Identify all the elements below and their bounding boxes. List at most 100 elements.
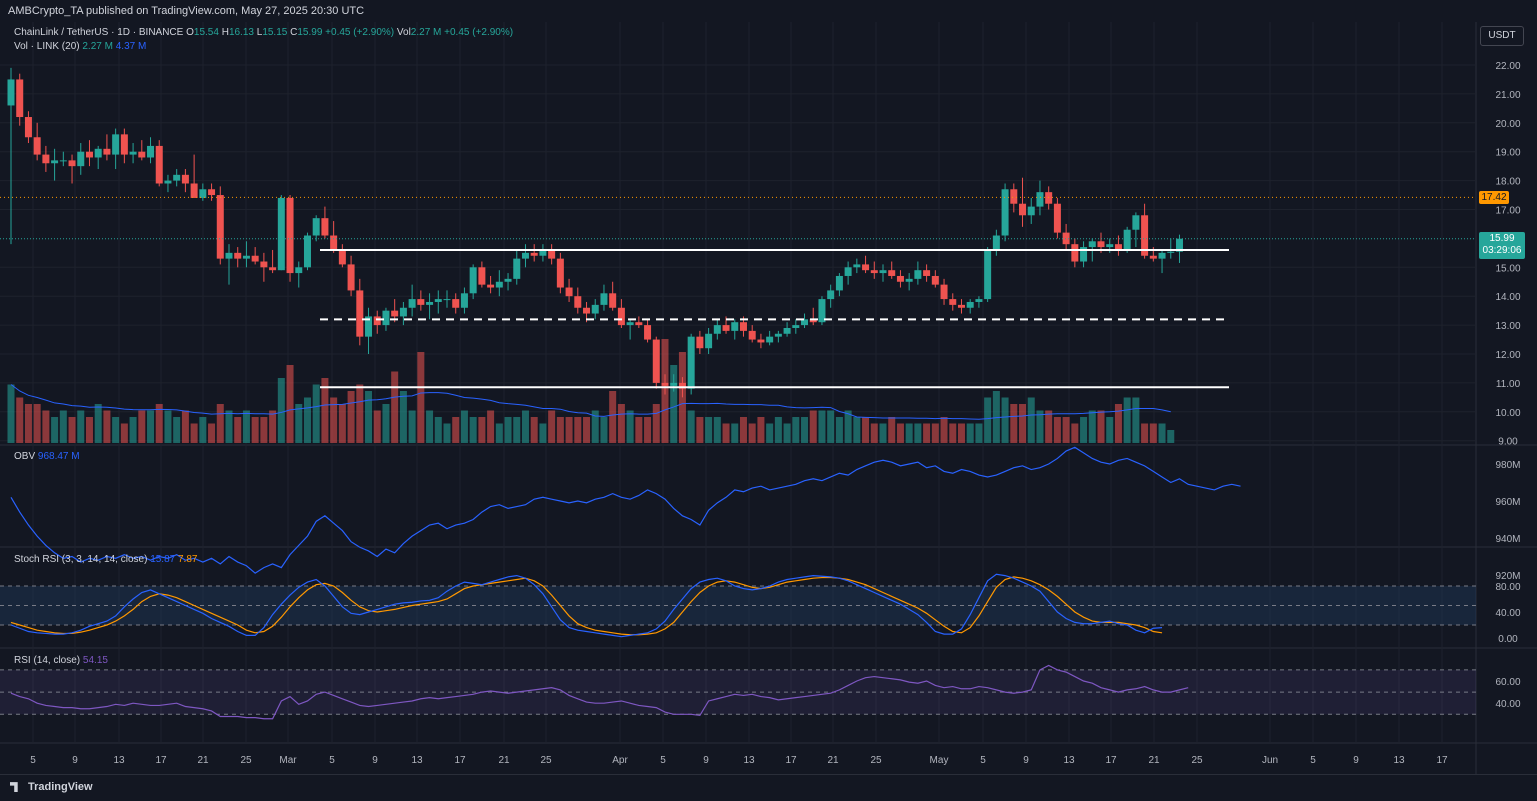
- candle-body: [879, 270, 887, 274]
- candle-body: [391, 310, 399, 317]
- candle-body: [469, 267, 477, 294]
- candle-body: [7, 79, 15, 106]
- candle-body: [818, 299, 826, 323]
- candle-body: [460, 293, 468, 308]
- currency-button[interactable]: USDT: [1480, 26, 1524, 46]
- candle-body: [844, 267, 852, 276]
- legend-rsi: RSI (14, close) 54.15: [14, 655, 108, 666]
- time-axis-label: May: [930, 755, 949, 766]
- volume-bar: [295, 404, 303, 443]
- volume-bar: [992, 391, 1000, 443]
- candle-body: [923, 270, 931, 276]
- price-axis-label: 18.00: [1495, 177, 1520, 188]
- tradingview-logo[interactable]: TradingView: [10, 781, 93, 793]
- stoch-d-value: 7.87: [178, 554, 198, 565]
- volume-bar: [713, 417, 721, 443]
- volume-bar: [24, 404, 32, 443]
- volume-bar: [1045, 410, 1053, 443]
- price-axis-label: 20.00: [1495, 119, 1520, 130]
- candle-body: [495, 281, 503, 288]
- legend-volume: Vol · LINK (20) 2.27 M 4.37 M: [14, 41, 146, 52]
- volume-bar: [68, 417, 76, 443]
- volume-bar: [443, 423, 451, 443]
- time-axis-label: 9: [1353, 755, 1359, 766]
- candle-body: [199, 189, 207, 198]
- volume-bar: [199, 417, 207, 443]
- candle-body: [1036, 192, 1044, 207]
- obv-label[interactable]: OBV: [14, 451, 36, 462]
- volume-bar: [652, 404, 660, 443]
- publisher-bar: AMBCrypto_TA published on TradingView.co…: [0, 0, 1537, 22]
- price-axis-label: 17.00: [1495, 206, 1520, 217]
- candle-body: [949, 299, 957, 305]
- candle-body: [940, 284, 948, 300]
- rsi-label[interactable]: RSI (14, close): [14, 655, 81, 666]
- volume-bar: [687, 410, 695, 443]
- time-axis-label: 21: [197, 755, 209, 766]
- volume-bar: [548, 410, 556, 443]
- volume-bar: [365, 391, 373, 443]
- time-axis-label: 13: [1063, 755, 1075, 766]
- volume-bar: [434, 417, 442, 443]
- volume-bar: [164, 410, 172, 443]
- volume-bar: [957, 423, 965, 443]
- volume-bar: [330, 397, 338, 443]
- stoch-rsi-label[interactable]: Stoch RSI (3, 3, 14, 14, close): [14, 554, 148, 565]
- candle-body: [591, 304, 599, 314]
- volume-bar: [51, 417, 59, 443]
- volume-bar: [1027, 397, 1035, 443]
- volume-bar: [7, 384, 15, 443]
- change-value: +0.45 (+2.90%): [325, 27, 395, 38]
- candle-body: [94, 148, 102, 158]
- volume-bar: [835, 417, 843, 443]
- volume-bar: [757, 417, 765, 443]
- candle-body: [539, 249, 547, 256]
- volume-bar: [530, 417, 538, 443]
- volume-bar: [801, 417, 809, 443]
- candle-body: [112, 134, 120, 155]
- volume-label[interactable]: Vol · LINK (20): [14, 41, 80, 52]
- stoch-k-value: 15.87: [150, 554, 176, 565]
- candle-body: [1097, 241, 1105, 248]
- candle-body: [138, 151, 146, 158]
- volume-bar: [1114, 404, 1122, 443]
- legend-obv: OBV 968.47 M: [14, 451, 80, 462]
- candle-body: [513, 258, 521, 279]
- candle-body: [190, 183, 198, 198]
- symbol-label[interactable]: ChainLink / TetherUS · 1D · BINANCE: [14, 27, 184, 38]
- candle-body: [251, 255, 259, 262]
- volume-bar: [644, 417, 652, 443]
- obv-value: 968.47 M: [37, 451, 80, 462]
- volume-bar: [373, 410, 381, 443]
- indicator-lines: [10, 446, 1241, 720]
- candle-body: [600, 293, 608, 305]
- candle-body: [286, 197, 294, 274]
- time-axis-label: 5: [980, 755, 986, 766]
- candle-body: [443, 299, 451, 301]
- candle-body: [208, 189, 216, 196]
- volume-bar: [513, 417, 521, 443]
- candle-body: [739, 322, 747, 331]
- candle-body: [295, 267, 303, 274]
- grid-lines: [0, 22, 1537, 774]
- candle-body: [801, 319, 809, 326]
- time-axis-label: 9: [703, 755, 709, 766]
- candle-body: [164, 180, 172, 184]
- volume-bar: [208, 423, 216, 443]
- volume-bar: [521, 410, 529, 443]
- time-axis-label: 17: [785, 755, 797, 766]
- volume-bar: [460, 410, 468, 443]
- candle-body: [992, 235, 1000, 250]
- volume-bar: [792, 417, 800, 443]
- volume-bar: [1001, 397, 1009, 443]
- volume-bar: [242, 410, 250, 443]
- candle-body: [16, 79, 24, 118]
- time-axis-label: 13: [1393, 755, 1405, 766]
- volume-bar: [321, 378, 329, 443]
- time-axis-label: 17: [1436, 755, 1448, 766]
- volume-bar: [77, 410, 85, 443]
- volume-bar: [1158, 423, 1166, 443]
- candle-body: [303, 235, 311, 268]
- volume-bar: [748, 423, 756, 443]
